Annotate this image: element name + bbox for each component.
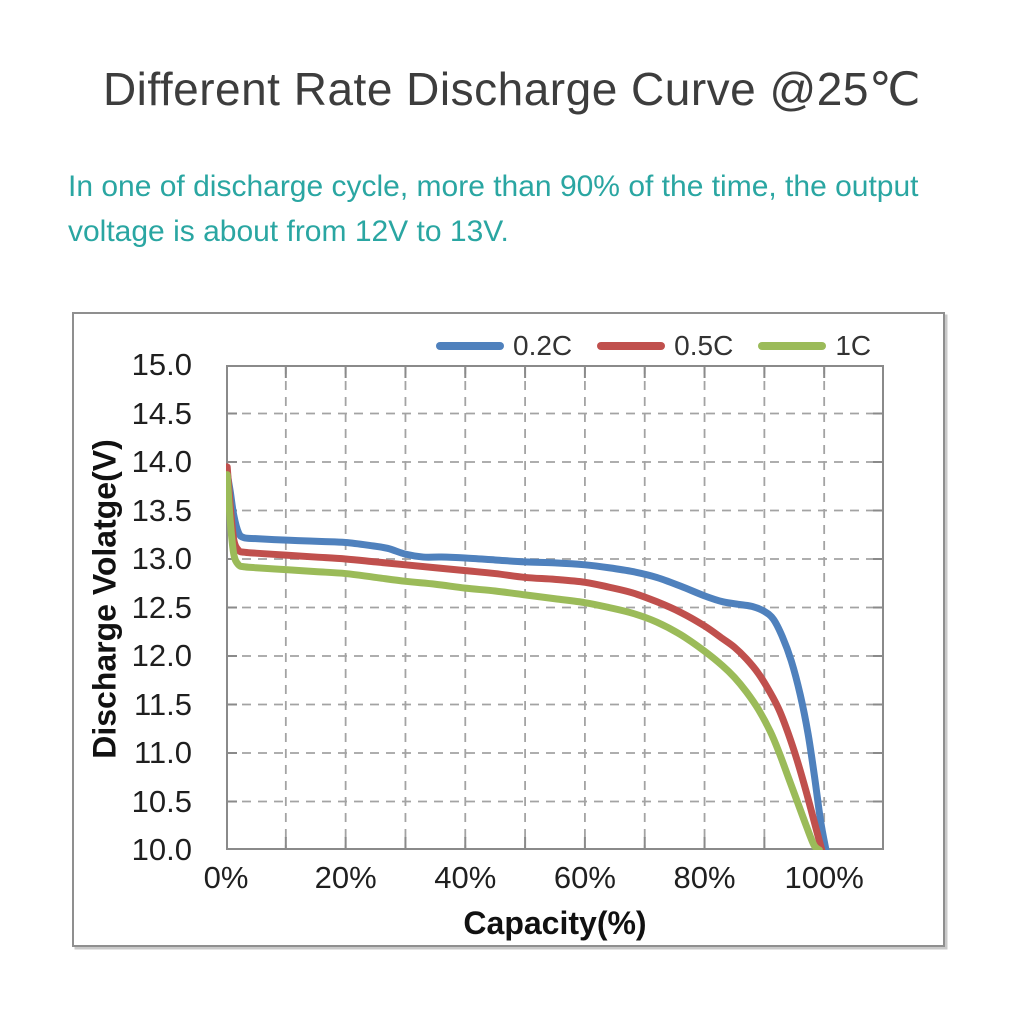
y-axis-title: Discharge Volatge(V) [86, 439, 123, 759]
chart-outer-frame: 0.2C 0.5C 1C 15.0 14.5 14.0 13.5 13.0 12.5 12.0 1… [72, 312, 945, 947]
series-line-0.5c [226, 463, 826, 850]
x-tick-label-40%: 40% [434, 860, 497, 895]
description-line-2: voltage is about from 12V to 13V. [68, 215, 509, 248]
axis-ticks [226, 365, 884, 850]
plot-border [226, 365, 884, 850]
y-tick-label-13.0: 13.0 [131, 541, 192, 576]
x-tick-label-100%: 100% [784, 860, 864, 895]
page-title: Different Rate Discharge Curve @25℃ [102, 63, 922, 115]
y-tick-label-15.0: 15.0 [131, 347, 192, 382]
x-axis-title: Capacity(%) [463, 905, 647, 941]
legend-swatch-0.5c [597, 342, 666, 350]
x-tick-label-80%: 80% [673, 860, 736, 895]
legend-item-1c: 1C [758, 330, 871, 362]
y-tick-label-14.0: 14.0 [131, 444, 192, 479]
legend-item-0.5c: 0.5C [597, 330, 733, 362]
legend-label-0.5c: 0.5C [674, 330, 734, 361]
series-line-0.2c [226, 470, 830, 850]
legend-swatch-0.2c [436, 342, 504, 350]
y-tick-label-10.5: 10.5 [131, 783, 192, 819]
discharge-curve-plot [226, 365, 884, 850]
y-tick-label-11.5: 11.5 [133, 686, 192, 722]
y-tick-label-10.0: 10.0 [131, 832, 192, 867]
series-line-1c [226, 471, 823, 850]
y-tick-label-13.5: 13.5 [131, 492, 192, 528]
y-tick-label-12.0: 12.0 [131, 638, 192, 673]
description-line-1: In one of discharge cycle, more than 90%… [68, 170, 919, 203]
legend-swatch-1c [758, 342, 827, 350]
y-tick-label-12.5: 12.5 [131, 589, 192, 625]
x-tick-label-60%: 60% [553, 860, 616, 895]
y-tick-label-14.5: 14.5 [131, 395, 192, 431]
chart-legend: 0.2C 0.5C 1C [436, 330, 871, 362]
x-tick-label-0%: 0% [203, 860, 249, 895]
legend-item-0.2c: 0.2C [436, 330, 572, 362]
y-tick-label-11.0: 11.0 [133, 735, 192, 770]
chart-description: In one of discharge cycle, more than 90%… [68, 164, 968, 254]
legend-label-1c: 1C [835, 330, 872, 361]
legend-label-0.2c: 0.2C [513, 330, 573, 361]
x-tick-label-20%: 20% [314, 860, 377, 895]
